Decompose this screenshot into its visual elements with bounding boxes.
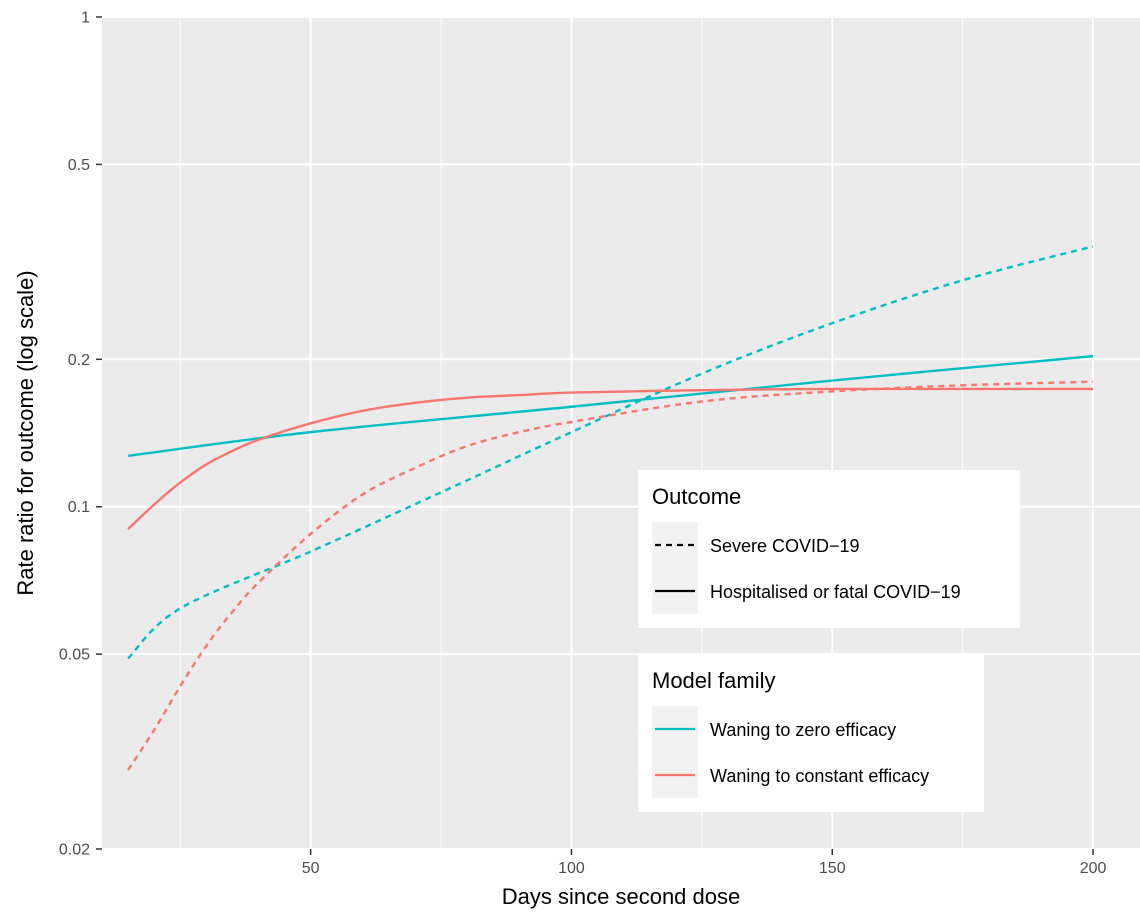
- series-line: [127, 245, 1094, 660]
- legend-outcome-background: [638, 470, 1020, 628]
- legend-label: Severe COVID−19: [710, 536, 860, 556]
- x-tick-label: 100: [558, 860, 585, 877]
- y-tick-label: 0.05: [59, 647, 90, 664]
- y-tick-label: 0.1: [68, 499, 90, 516]
- legend-label: Waning to zero efficacy: [710, 720, 896, 740]
- legend-label: Hospitalised or fatal COVID−19: [710, 582, 961, 602]
- x-tick-label: 200: [1080, 860, 1107, 877]
- legend-outcome-title: Outcome: [652, 484, 741, 509]
- x-tick-label: 150: [819, 860, 846, 877]
- x-tick-label: 50: [302, 860, 320, 877]
- y-tick-label: 0.02: [59, 842, 90, 859]
- x-axis-title: Days since second dose: [502, 884, 740, 909]
- series-line: [127, 387, 1094, 530]
- y-axis-title: Rate ratio for outcome (log scale): [13, 270, 38, 595]
- y-tick-label: 0.5: [68, 157, 90, 174]
- y-axis: 0.02 0.05 0.1 0.2 0.5 1: [59, 10, 102, 859]
- x-axis: 50 100 150 200: [302, 849, 1107, 877]
- series-line: [127, 380, 1094, 771]
- legend-model-family: Model family Waning to zero efficacy Wan…: [638, 654, 984, 812]
- legend-model-family-title: Model family: [652, 668, 775, 693]
- y-tick-label: 0.2: [68, 352, 90, 369]
- plot-panel: [102, 17, 1140, 849]
- data-series: [127, 245, 1094, 771]
- y-tick-label: 1: [81, 10, 90, 27]
- legend-label: Waning to constant efficacy: [710, 766, 929, 786]
- legend-outcome: Outcome Severe COVID−19 Hospitalised or …: [638, 470, 1020, 628]
